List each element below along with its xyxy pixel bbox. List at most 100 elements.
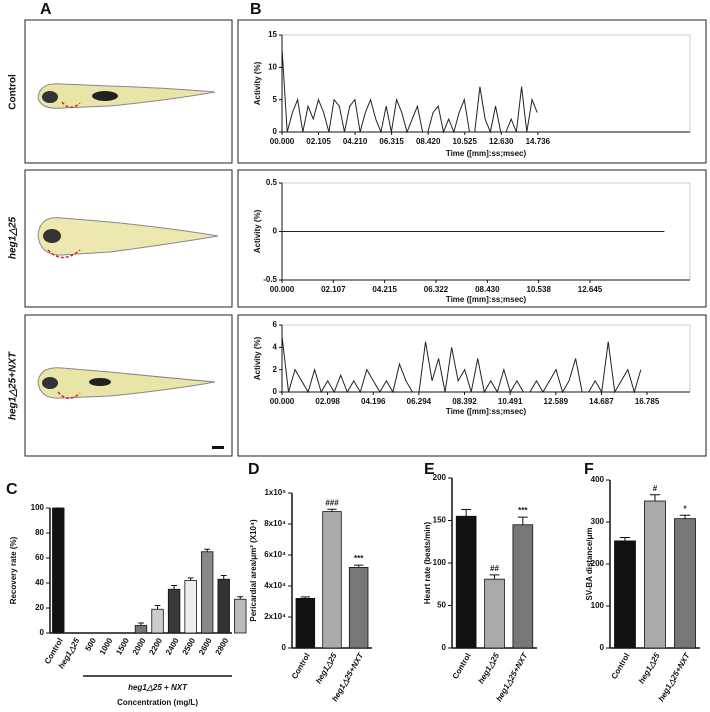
fish bbox=[37, 83, 216, 109]
significance: *** bbox=[354, 554, 364, 563]
x-tick-label: 08.392 bbox=[452, 397, 477, 406]
bar bbox=[167, 588, 181, 634]
x-tick-label: 10.525 bbox=[452, 137, 477, 146]
x-tick-label: 06.322 bbox=[424, 285, 449, 294]
x-axis-label: Time ([mm]:ss;msec) bbox=[446, 149, 527, 158]
x-tick-label: 12.645 bbox=[578, 285, 603, 294]
bar bbox=[184, 580, 197, 634]
y-tick-label: -0.5 bbox=[263, 275, 277, 284]
significance: ### bbox=[325, 498, 339, 507]
x-tick-label: 08.430 bbox=[475, 285, 500, 294]
error-bar bbox=[649, 494, 661, 501]
y-tick-label: 6x10⁴ bbox=[264, 550, 286, 559]
x-tick-label: 2400 bbox=[164, 636, 181, 656]
image-box bbox=[24, 19, 233, 164]
bar bbox=[322, 511, 342, 649]
bar bbox=[295, 598, 316, 649]
y-tick-label: 50 bbox=[437, 601, 446, 610]
x-tick-label: heg1△25 bbox=[637, 651, 662, 685]
bar bbox=[348, 567, 369, 649]
fish-eye bbox=[42, 377, 58, 389]
y-tick-label: 100 bbox=[433, 558, 447, 567]
error-bar bbox=[619, 537, 631, 541]
heart-outline bbox=[57, 391, 81, 399]
bar bbox=[200, 551, 214, 634]
y-tick-label: 15 bbox=[268, 30, 277, 39]
error-bar bbox=[204, 548, 211, 552]
bar bbox=[234, 598, 247, 634]
panel-label: B bbox=[250, 1, 262, 18]
x-tick-label: 02.098 bbox=[315, 397, 340, 406]
x-tick-label: 500 bbox=[83, 636, 98, 653]
y-axis-label: Activity (%) bbox=[253, 61, 262, 105]
plot-frame bbox=[282, 324, 691, 392]
y-tick-label: 1x10⁵ bbox=[264, 488, 286, 497]
x-tick-label: 1500 bbox=[114, 636, 131, 656]
row-label: Control bbox=[8, 74, 19, 110]
error-bar bbox=[354, 564, 364, 568]
y-tick-label: 80 bbox=[35, 528, 44, 537]
error-bar bbox=[154, 605, 161, 610]
x-tick-label: 04.196 bbox=[361, 397, 386, 406]
x-tick-label: 2000 bbox=[131, 636, 148, 656]
group-label: heg1△25 + NXT bbox=[128, 683, 188, 692]
panel-label: F bbox=[584, 461, 594, 478]
image-box bbox=[24, 169, 233, 308]
y-tick-label: 8x10⁴ bbox=[264, 519, 286, 528]
chart-box bbox=[237, 169, 707, 308]
fish-drawings bbox=[37, 83, 224, 449]
y-axis-label: Activity (%) bbox=[253, 336, 262, 380]
y-tick-label: 300 bbox=[591, 517, 605, 526]
x-tick-label: 14.687 bbox=[589, 397, 614, 406]
bar bbox=[151, 608, 164, 634]
fish bbox=[37, 367, 216, 399]
y-tick-label: 400 bbox=[591, 475, 605, 484]
x-tick-label: 2500 bbox=[181, 636, 198, 656]
x-tick-label: 02.107 bbox=[321, 285, 346, 294]
x-axis-label: Time ([mm]:ss;msec) bbox=[446, 407, 527, 416]
fish-boxes bbox=[24, 19, 707, 457]
x-tick-label: 16.785 bbox=[635, 397, 660, 406]
x-tick-label: 04.215 bbox=[372, 285, 397, 294]
panel-label: A bbox=[40, 1, 52, 18]
x-axis-label: Concentration (mg/L) bbox=[117, 698, 198, 707]
plot-frame bbox=[282, 182, 691, 280]
chart-box bbox=[237, 314, 707, 457]
fish-eye bbox=[42, 91, 58, 103]
y-axis-label: Activity (%) bbox=[253, 209, 262, 253]
x-tick-label: 12.630 bbox=[489, 137, 514, 146]
error-bar bbox=[138, 622, 144, 626]
x-tick-label: heg1△25+NXT bbox=[494, 651, 530, 704]
bar bbox=[512, 524, 534, 649]
y-tick-label: 0 bbox=[442, 643, 447, 652]
y-tick-label: 10 bbox=[268, 62, 277, 71]
x-tick-label: 00.000 bbox=[270, 397, 295, 406]
y-tick-label: 150 bbox=[433, 516, 447, 525]
panel-label: E bbox=[424, 461, 435, 478]
y-tick-label: 0 bbox=[40, 628, 45, 637]
y-axis-label: Heart rate (beats/min) bbox=[423, 522, 432, 605]
bar bbox=[52, 507, 65, 634]
x-tick-label: 06.294 bbox=[407, 397, 432, 406]
x-tick-label: 04.210 bbox=[343, 137, 368, 146]
fish-eye bbox=[43, 229, 61, 243]
row-label: heg1△25+NXT bbox=[8, 351, 19, 420]
y-tick-label: 4 bbox=[273, 342, 278, 351]
y-tick-label: 60 bbox=[35, 553, 44, 562]
chart-box bbox=[237, 19, 707, 164]
error-bar bbox=[517, 516, 528, 525]
x-tick-label: 1000 bbox=[98, 636, 115, 656]
y-tick-label: 0.5 bbox=[266, 178, 278, 187]
error-bar bbox=[187, 577, 194, 581]
x-tick-label: Control bbox=[290, 652, 312, 681]
y-tick-label: 0 bbox=[273, 387, 278, 396]
y-tick-label: 4x10⁴ bbox=[264, 581, 286, 590]
heart-outline bbox=[61, 101, 81, 108]
y-tick-label: 5 bbox=[273, 95, 278, 104]
y-tick-label: 2 bbox=[273, 365, 278, 374]
x-tick-label: 00.000 bbox=[270, 137, 295, 146]
x-tick-label: heg1△25+NXT bbox=[657, 651, 693, 704]
image-box bbox=[24, 314, 233, 457]
